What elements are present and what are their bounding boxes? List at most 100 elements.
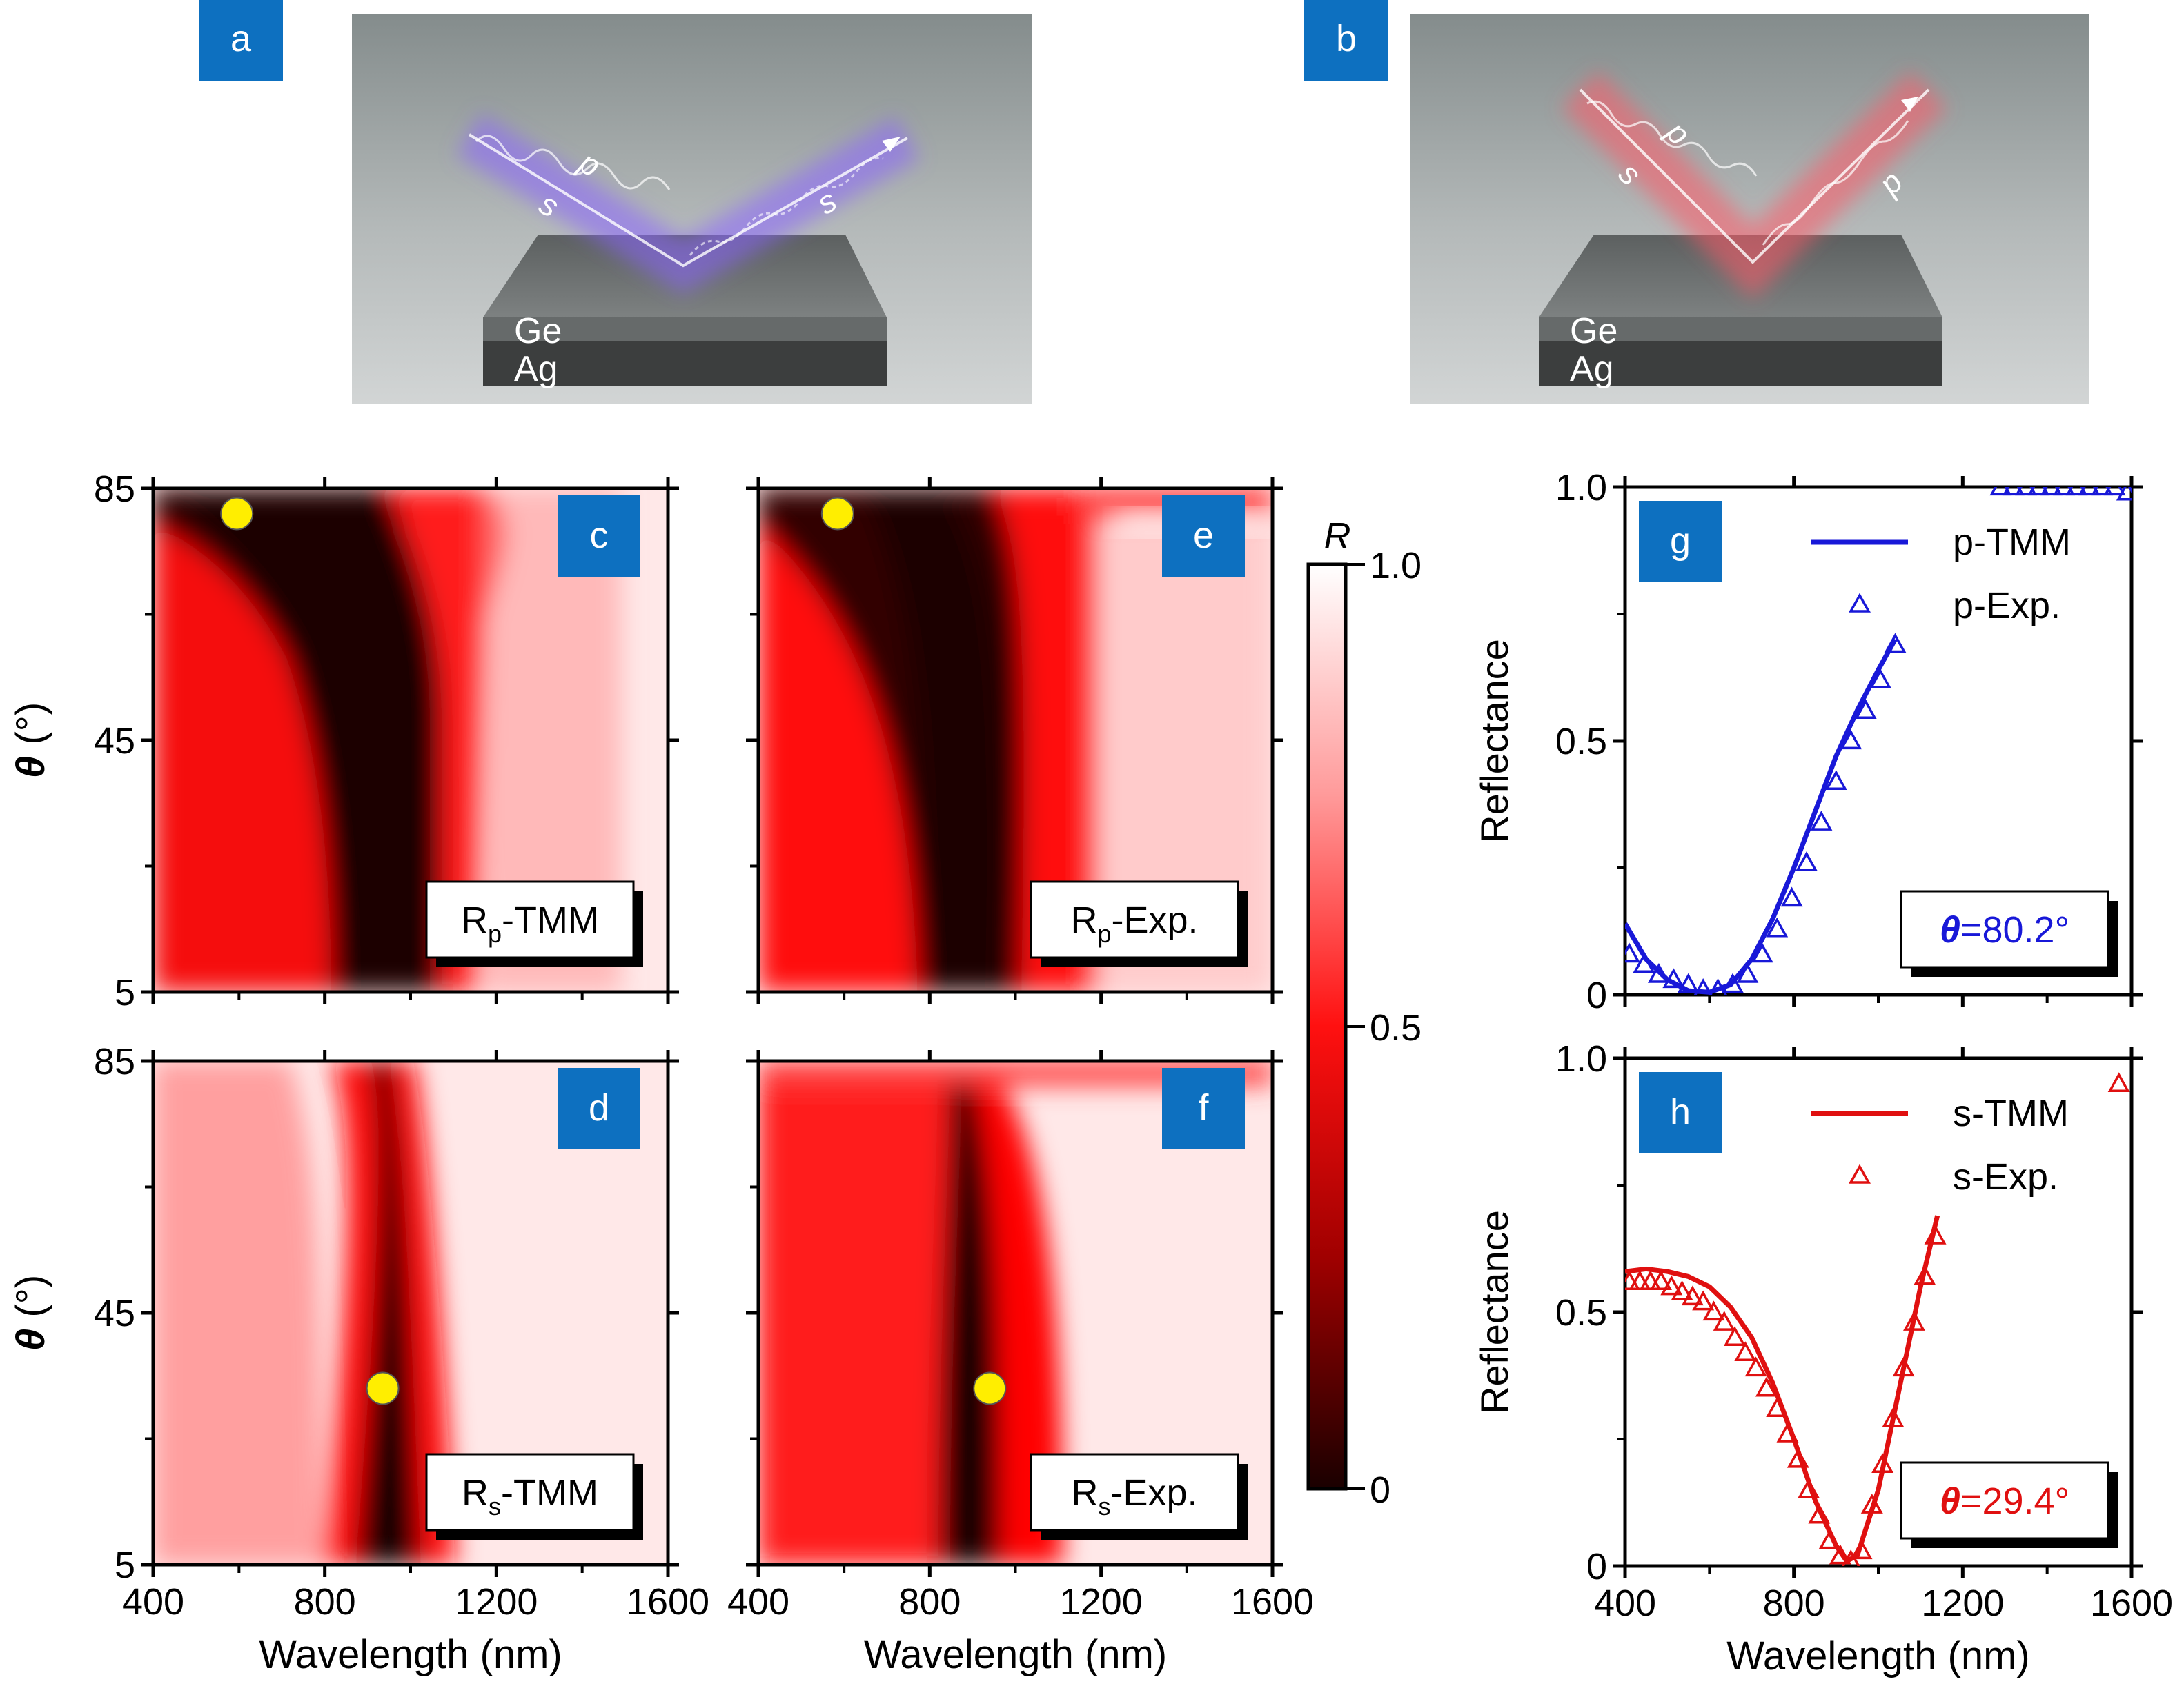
map-y-tick-label: 5 bbox=[115, 1545, 135, 1586]
data-point-marker bbox=[1751, 942, 1773, 963]
panel-f-label-box bbox=[1162, 1068, 1245, 1149]
data-point-marker bbox=[1892, 1356, 1915, 1377]
series-line-p-TMM bbox=[1625, 638, 1898, 995]
layer-label-ge: Ge bbox=[514, 311, 562, 351]
colorbar-gradient bbox=[1306, 562, 1348, 1491]
panel-b-label-box bbox=[1304, 0, 1388, 81]
map-name-box bbox=[1030, 880, 1239, 959]
chart-y-tick-label: 0 bbox=[1586, 1546, 1607, 1587]
data-point-marker bbox=[1903, 1311, 1925, 1331]
panel-a-label-box bbox=[199, 0, 283, 81]
data-point-marker bbox=[1854, 699, 1877, 719]
legend-entry-p-TMM: p-TMM bbox=[1953, 522, 2071, 563]
panel-c-label-box bbox=[558, 495, 640, 577]
angle-label-g: θ=80.2° bbox=[1940, 909, 2069, 951]
panel-h-label-box bbox=[1639, 1072, 1722, 1153]
panel-d-letter: d bbox=[589, 1087, 609, 1129]
data-point-marker bbox=[1629, 1270, 1651, 1290]
chart-y-tick-label: 0 bbox=[1586, 975, 1607, 1016]
map-name-d: Rs-TMM bbox=[462, 1472, 598, 1520]
colorbar-tick: 0.5 bbox=[1370, 1007, 1421, 1049]
schematic-b: p s p Ge Ag bbox=[1410, 14, 2089, 404]
map-f-image bbox=[758, 1061, 1272, 1565]
chart-h-plot-area bbox=[1625, 1072, 2130, 1566]
legend-entry-s-TMM: s-TMM bbox=[1953, 1093, 2069, 1134]
data-point-marker bbox=[2015, 487, 2038, 496]
panel-b-letter: b bbox=[1336, 18, 1357, 59]
data-point-marker bbox=[1660, 1275, 1683, 1296]
angle-label-h: θ=29.4° bbox=[1940, 1480, 2069, 1522]
map-name-box bbox=[425, 880, 635, 959]
map-x-tick-label: 400 bbox=[122, 1581, 184, 1623]
ge-layer bbox=[483, 317, 887, 341]
data-point-marker bbox=[1796, 851, 1818, 871]
chart-x-tick-label: 1600 bbox=[2090, 1583, 2173, 1624]
data-point-marker bbox=[1860, 1494, 1883, 1514]
data-point-marker bbox=[1677, 973, 1700, 993]
data-point-marker bbox=[1692, 1290, 1715, 1311]
data-point-marker bbox=[1989, 487, 2012, 496]
ag-layer bbox=[1539, 341, 1942, 386]
chart-g-plot-area bbox=[1625, 487, 2132, 995]
angle-box bbox=[1900, 1461, 2109, 1540]
data-point-marker bbox=[1736, 962, 1759, 983]
panel-c-letter: c bbox=[590, 515, 609, 556]
data-point-marker bbox=[1633, 953, 1655, 973]
colorbar-label: R bbox=[1324, 515, 1351, 557]
chart-x-tick-label: 1200 bbox=[1921, 1583, 2004, 1624]
arrowhead-icon bbox=[1901, 97, 1918, 112]
data-point-marker bbox=[2065, 487, 2088, 496]
data-point-marker bbox=[2116, 487, 2132, 501]
layer-label-ge: Ge bbox=[1570, 311, 1617, 351]
chart-x-axis-label: Wavelength (nm) bbox=[1726, 1634, 2029, 1678]
data-point-marker bbox=[1884, 633, 1907, 653]
angle-box bbox=[1900, 890, 2109, 969]
map-name-box bbox=[1030, 1453, 1239, 1532]
data-point-marker bbox=[1780, 886, 1803, 907]
map-x-axis-label: Wavelength (nm) bbox=[864, 1632, 1167, 1677]
chart-y-axis-label: Reflectance bbox=[1473, 1210, 1516, 1414]
data-point-marker bbox=[1662, 968, 1685, 989]
series-line-s-TMM bbox=[1625, 1215, 1940, 1565]
chart-y-tick-label: 0.5 bbox=[1555, 721, 1607, 762]
map-x-tick-label: 1200 bbox=[455, 1581, 538, 1623]
data-point-marker bbox=[1869, 668, 1892, 688]
map-x-tick-label: 1600 bbox=[1231, 1581, 1314, 1623]
legend-marker-swatch bbox=[1849, 1164, 1871, 1184]
map-y-tick-label: 45 bbox=[94, 720, 135, 762]
data-point-marker bbox=[1914, 1265, 1936, 1285]
map-name-e: Rp-Exp. bbox=[1070, 900, 1198, 948]
map-marker-c bbox=[220, 497, 254, 531]
legend-entry-p-Exp.: p-Exp. bbox=[1953, 585, 2060, 626]
map-y-tick-label: 85 bbox=[94, 1041, 135, 1082]
data-point-marker bbox=[1671, 1280, 1693, 1300]
data-point-marker bbox=[1829, 1544, 1851, 1565]
data-point-marker bbox=[1776, 1423, 1799, 1443]
map-x-axis-label: Wavelength (nm) bbox=[259, 1632, 562, 1677]
legend-entry-s-Exp.: s-Exp. bbox=[1953, 1156, 2058, 1198]
data-point-marker bbox=[2027, 487, 2050, 496]
data-point-marker bbox=[1871, 1453, 1894, 1473]
data-point-marker bbox=[2002, 487, 2025, 496]
panel-a-letter: a bbox=[230, 18, 252, 59]
map-marker-d bbox=[366, 1371, 400, 1405]
map-marker-f bbox=[973, 1371, 1007, 1405]
data-point-marker bbox=[1709, 978, 1727, 995]
map-x-tick-label: 1200 bbox=[1060, 1581, 1143, 1623]
data-point-marker bbox=[1808, 1503, 1831, 1524]
data-point-marker bbox=[1734, 1341, 1757, 1362]
chart-y-tick-label: 1.0 bbox=[1555, 1038, 1607, 1080]
panel-e-letter: e bbox=[1193, 515, 1214, 556]
colorbar-tick: 1.0 bbox=[1370, 545, 1421, 586]
data-point-marker bbox=[2103, 487, 2126, 496]
chart-x-tick-label: 800 bbox=[1763, 1583, 1825, 1624]
data-point-marker bbox=[1810, 811, 1833, 831]
chart-y-tick-label: 1.0 bbox=[1555, 467, 1607, 508]
data-point-marker bbox=[1818, 1529, 1841, 1549]
data-point-marker bbox=[1840, 729, 1862, 750]
data-point-marker bbox=[2091, 487, 2114, 496]
map-x-tick-label: 400 bbox=[727, 1581, 789, 1623]
colorbar: R 1.0 0.5 0 bbox=[1306, 515, 1421, 1511]
data-point-marker bbox=[1724, 1326, 1747, 1346]
data-point-marker bbox=[1681, 1285, 1704, 1306]
